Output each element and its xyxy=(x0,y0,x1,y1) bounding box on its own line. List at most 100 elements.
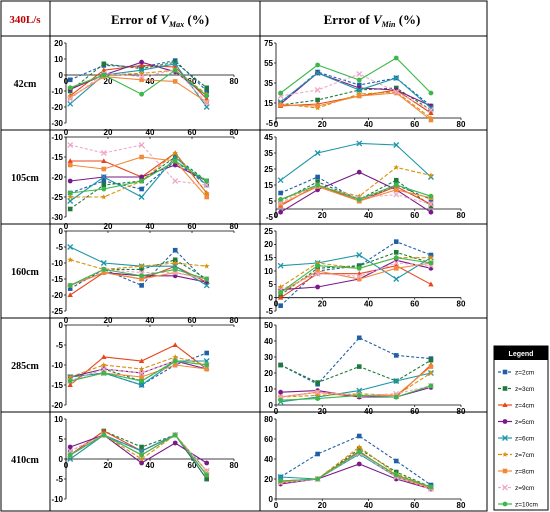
data-point xyxy=(315,62,321,68)
x-tick-label: 20 xyxy=(104,222,113,231)
data-point xyxy=(172,158,178,164)
legend-marker xyxy=(502,435,508,441)
x-tick-label: 20 xyxy=(318,120,327,129)
x-tick-label: 80 xyxy=(457,300,466,309)
data-point xyxy=(278,197,284,202)
series-line xyxy=(69,249,208,290)
data-point xyxy=(138,62,145,68)
y-tick-label: 60 xyxy=(264,435,273,444)
series-z=9cm xyxy=(277,260,434,293)
data-point xyxy=(139,77,144,83)
x-tick-label: 20 xyxy=(104,128,113,137)
data-point xyxy=(67,448,74,454)
y-tick-label: -30 xyxy=(51,119,63,128)
data-point xyxy=(278,389,284,395)
data-point xyxy=(315,476,321,482)
data-point xyxy=(204,178,210,184)
data-point xyxy=(67,374,74,380)
data-point xyxy=(101,428,107,433)
legend-label: z=9cm xyxy=(515,485,534,492)
data-point xyxy=(172,260,179,266)
y-tick-label: 35 xyxy=(264,149,273,158)
x-tick-label: 60 xyxy=(188,461,197,470)
series-line xyxy=(280,265,432,299)
legend-item-z=3cm: z=3cm xyxy=(498,386,534,393)
x-tick-label: 80 xyxy=(457,211,466,220)
data-point xyxy=(139,378,145,384)
data-point xyxy=(393,260,400,266)
data-point xyxy=(393,187,399,193)
data-point xyxy=(67,162,73,168)
x-tick-label: 80 xyxy=(230,316,239,325)
y-tick-label: 5 xyxy=(269,197,274,206)
data-point xyxy=(315,266,320,271)
data-point xyxy=(393,75,400,81)
data-point xyxy=(172,67,178,73)
series-z=8cm xyxy=(278,90,434,123)
data-point xyxy=(278,478,284,484)
data-point xyxy=(428,484,434,490)
x-tick-label: 60 xyxy=(410,501,419,510)
data-point xyxy=(393,255,399,261)
data-point xyxy=(314,150,321,156)
data-point xyxy=(428,364,434,369)
data-point xyxy=(204,88,209,94)
data-point xyxy=(139,374,144,380)
x-tick-label: 80 xyxy=(230,77,239,86)
data-point xyxy=(67,256,74,263)
series-line xyxy=(69,434,208,472)
series-line xyxy=(280,87,432,111)
data-point xyxy=(101,267,107,272)
data-point xyxy=(428,193,434,199)
x-tick-label: 40 xyxy=(364,120,373,129)
data-point xyxy=(138,366,145,372)
chart-285cm-vmin: 0 10 20 30 40 50 0 20 40 60 80 xyxy=(264,321,466,416)
data-point xyxy=(67,286,73,291)
y-tick-label: 0 xyxy=(269,495,274,504)
data-point xyxy=(315,380,320,385)
flow-rate-label: 340L/s xyxy=(9,14,41,26)
column-header-vmin: Error of VMin (%) xyxy=(324,12,421,29)
data-point xyxy=(393,472,399,478)
data-point xyxy=(277,474,284,480)
data-point xyxy=(428,260,434,266)
y-tick-label: 50 xyxy=(264,321,273,330)
series-line xyxy=(69,63,208,108)
x-tick-label: 40 xyxy=(364,501,373,510)
legend-item-z=8cm: z=8cm xyxy=(498,468,534,475)
data-point xyxy=(393,90,399,96)
series-z=10cm xyxy=(67,432,210,478)
x-tick-label: 60 xyxy=(410,407,419,416)
data-point xyxy=(100,194,107,200)
data-point xyxy=(278,190,283,196)
x-tick-label: 0 xyxy=(274,501,279,510)
x-tick-label: 0 xyxy=(64,316,69,325)
series-z=10cm xyxy=(278,182,434,202)
chart-160cm-vmax: -25 -20 -15 -10 -5 00 20 40 60 80 xyxy=(51,222,239,316)
data-point xyxy=(315,268,320,274)
legend-marker xyxy=(502,369,508,375)
data-point xyxy=(315,103,320,109)
data-point xyxy=(138,456,145,462)
y-tick-label: 40 xyxy=(264,455,273,464)
y-tick-label: 25 xyxy=(264,165,273,174)
legend-label: z=8cm xyxy=(515,468,534,475)
data-point xyxy=(101,178,107,184)
data-point xyxy=(314,389,321,396)
data-point xyxy=(172,60,179,67)
chart-105cm-vmin: -5 5 15 25 35 45 0 20 40 60 80 xyxy=(264,133,466,222)
series-z=7cm xyxy=(67,150,210,200)
x-tick-label: 20 xyxy=(104,461,113,470)
x-tick-label: 20 xyxy=(318,300,327,309)
data-point xyxy=(427,107,434,113)
y-tick-label: 10 xyxy=(264,385,273,394)
legend-items: z=2cm z=3cm z=4cm z=5cm z=6cm z=7cm z=8cm z=9cm… xyxy=(498,369,538,508)
x-tick-label: 20 xyxy=(104,77,113,86)
data-point xyxy=(393,182,399,188)
y-tick-label: 0 xyxy=(59,71,64,80)
data-point xyxy=(428,281,434,287)
y-tick-label: 20 xyxy=(264,475,273,484)
data-point xyxy=(172,64,178,69)
data-point xyxy=(356,461,362,467)
